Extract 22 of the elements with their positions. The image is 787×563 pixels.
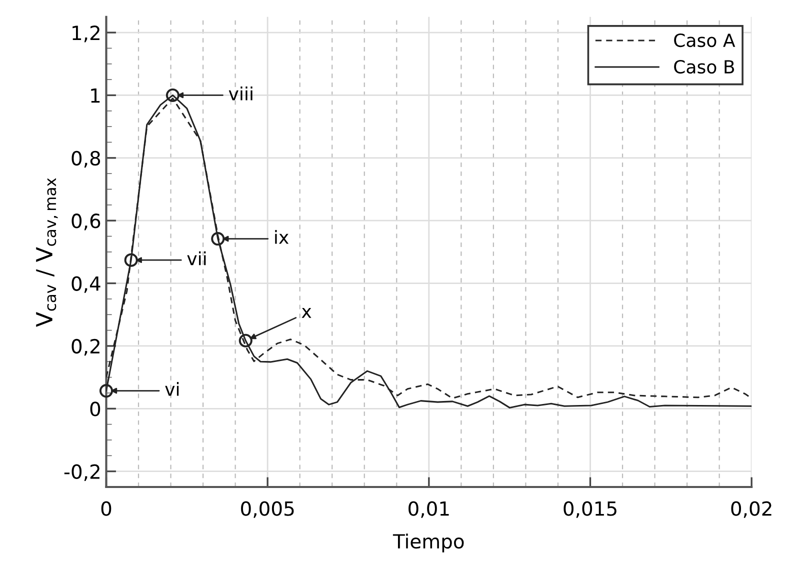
- y-tick-label: 0,6: [72, 214, 100, 230]
- annotation: ix: [275, 230, 289, 244]
- x-tick-label: 0,005: [241, 501, 294, 518]
- x-tick-label: 0,015: [564, 501, 616, 518]
- annotation: viii: [228, 86, 252, 100]
- x-tick-label: 0,01: [408, 501, 449, 518]
- y-tick-label: 0,8: [72, 150, 100, 168]
- y-tick-label: 1,2: [72, 26, 100, 42]
- y-tick-label: 0: [90, 402, 100, 416]
- y-tick-label: 0,2: [72, 338, 100, 356]
- y-tick-label: 0,4: [72, 276, 100, 293]
- x-tick-label: 0: [101, 501, 112, 516]
- y-tick-label: -0,2: [64, 464, 100, 481]
- x-axis-title: Tiempo: [392, 534, 464, 552]
- x-tick-label: 0,02: [731, 501, 772, 518]
- y-tick-label: 1: [91, 88, 100, 103]
- legend-label: Caso A: [674, 33, 736, 48]
- annotation: vi: [165, 382, 179, 396]
- annotation: vii: [187, 251, 206, 266]
- legend-label: Caso B: [674, 60, 734, 74]
- annotation: x: [302, 308, 312, 318]
- y-axis-title: V$_{cav}$ / V$_{cav,max}$: [36, 178, 58, 327]
